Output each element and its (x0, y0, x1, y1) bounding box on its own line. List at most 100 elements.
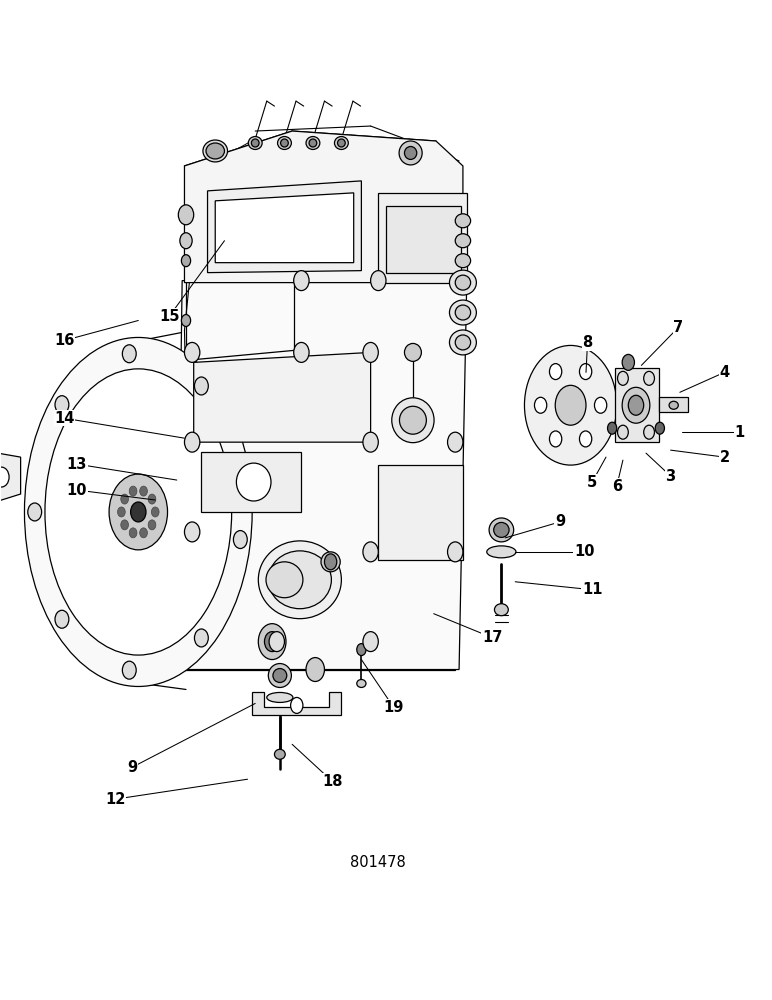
Text: 11: 11 (582, 582, 602, 597)
Text: 15: 15 (159, 309, 179, 324)
Circle shape (181, 315, 191, 326)
Circle shape (363, 432, 378, 452)
Ellipse shape (269, 664, 291, 687)
Circle shape (55, 396, 69, 414)
Circle shape (265, 632, 279, 652)
Text: 8: 8 (582, 335, 593, 350)
Ellipse shape (252, 139, 259, 147)
Ellipse shape (203, 140, 228, 162)
Circle shape (120, 494, 128, 504)
Polygon shape (177, 281, 467, 670)
Circle shape (122, 661, 136, 679)
Ellipse shape (249, 137, 262, 149)
Polygon shape (215, 193, 354, 263)
Ellipse shape (280, 139, 288, 147)
Polygon shape (386, 206, 462, 273)
Text: 9: 9 (127, 760, 137, 775)
Ellipse shape (278, 137, 291, 149)
Text: 6: 6 (611, 479, 621, 494)
Ellipse shape (455, 335, 471, 350)
Circle shape (622, 387, 650, 423)
Circle shape (448, 432, 463, 452)
Ellipse shape (405, 343, 422, 361)
Circle shape (28, 503, 42, 521)
Ellipse shape (25, 337, 252, 686)
Circle shape (524, 345, 617, 465)
Ellipse shape (275, 749, 285, 759)
Ellipse shape (309, 139, 317, 147)
Text: 19: 19 (384, 700, 404, 715)
Circle shape (324, 554, 337, 570)
Ellipse shape (494, 604, 508, 616)
Circle shape (117, 507, 125, 517)
Text: 5: 5 (587, 475, 598, 490)
Text: 10: 10 (574, 544, 594, 559)
Circle shape (594, 397, 607, 413)
Text: 12: 12 (105, 792, 125, 807)
Circle shape (0, 467, 9, 487)
Circle shape (140, 486, 147, 496)
Text: 18: 18 (322, 774, 343, 789)
Circle shape (363, 542, 378, 562)
Circle shape (195, 377, 208, 395)
Circle shape (293, 271, 309, 291)
Text: 13: 13 (66, 457, 87, 472)
Polygon shape (194, 352, 371, 442)
Circle shape (618, 371, 628, 385)
Circle shape (185, 432, 200, 452)
Polygon shape (0, 452, 21, 502)
Ellipse shape (236, 463, 271, 501)
Ellipse shape (306, 137, 320, 149)
Ellipse shape (273, 669, 286, 682)
Ellipse shape (455, 214, 471, 228)
Circle shape (448, 542, 463, 562)
Ellipse shape (334, 137, 348, 149)
Polygon shape (185, 131, 463, 283)
Ellipse shape (455, 234, 471, 248)
Circle shape (140, 528, 147, 538)
Text: 801478: 801478 (350, 855, 406, 870)
Circle shape (181, 255, 191, 267)
Circle shape (233, 531, 247, 549)
Ellipse shape (266, 562, 303, 598)
Text: 2: 2 (720, 450, 730, 465)
Ellipse shape (449, 330, 476, 355)
Circle shape (628, 395, 644, 415)
Ellipse shape (45, 369, 232, 655)
Circle shape (178, 205, 194, 225)
Text: 17: 17 (482, 630, 503, 645)
Circle shape (608, 422, 617, 434)
Text: 4: 4 (720, 365, 730, 380)
Circle shape (259, 624, 286, 660)
Circle shape (129, 528, 137, 538)
Circle shape (185, 522, 200, 542)
Ellipse shape (455, 254, 471, 268)
Ellipse shape (259, 541, 341, 619)
Circle shape (293, 342, 309, 362)
Circle shape (550, 364, 562, 380)
Ellipse shape (337, 139, 345, 147)
Polygon shape (378, 193, 467, 283)
Circle shape (371, 271, 386, 291)
Ellipse shape (321, 552, 340, 572)
Circle shape (130, 502, 146, 522)
Text: 7: 7 (673, 320, 683, 335)
Ellipse shape (391, 398, 434, 443)
Circle shape (655, 422, 665, 434)
Ellipse shape (449, 300, 476, 325)
Ellipse shape (669, 401, 679, 409)
Circle shape (363, 632, 378, 652)
Circle shape (580, 364, 592, 380)
Circle shape (233, 475, 247, 493)
Circle shape (618, 425, 628, 439)
Ellipse shape (269, 551, 331, 609)
Circle shape (580, 431, 592, 447)
Ellipse shape (449, 270, 476, 295)
Ellipse shape (493, 522, 509, 537)
Polygon shape (615, 368, 659, 442)
Circle shape (357, 644, 366, 656)
Circle shape (55, 610, 69, 628)
Polygon shape (378, 465, 463, 560)
Circle shape (534, 397, 547, 413)
Circle shape (363, 342, 378, 362)
